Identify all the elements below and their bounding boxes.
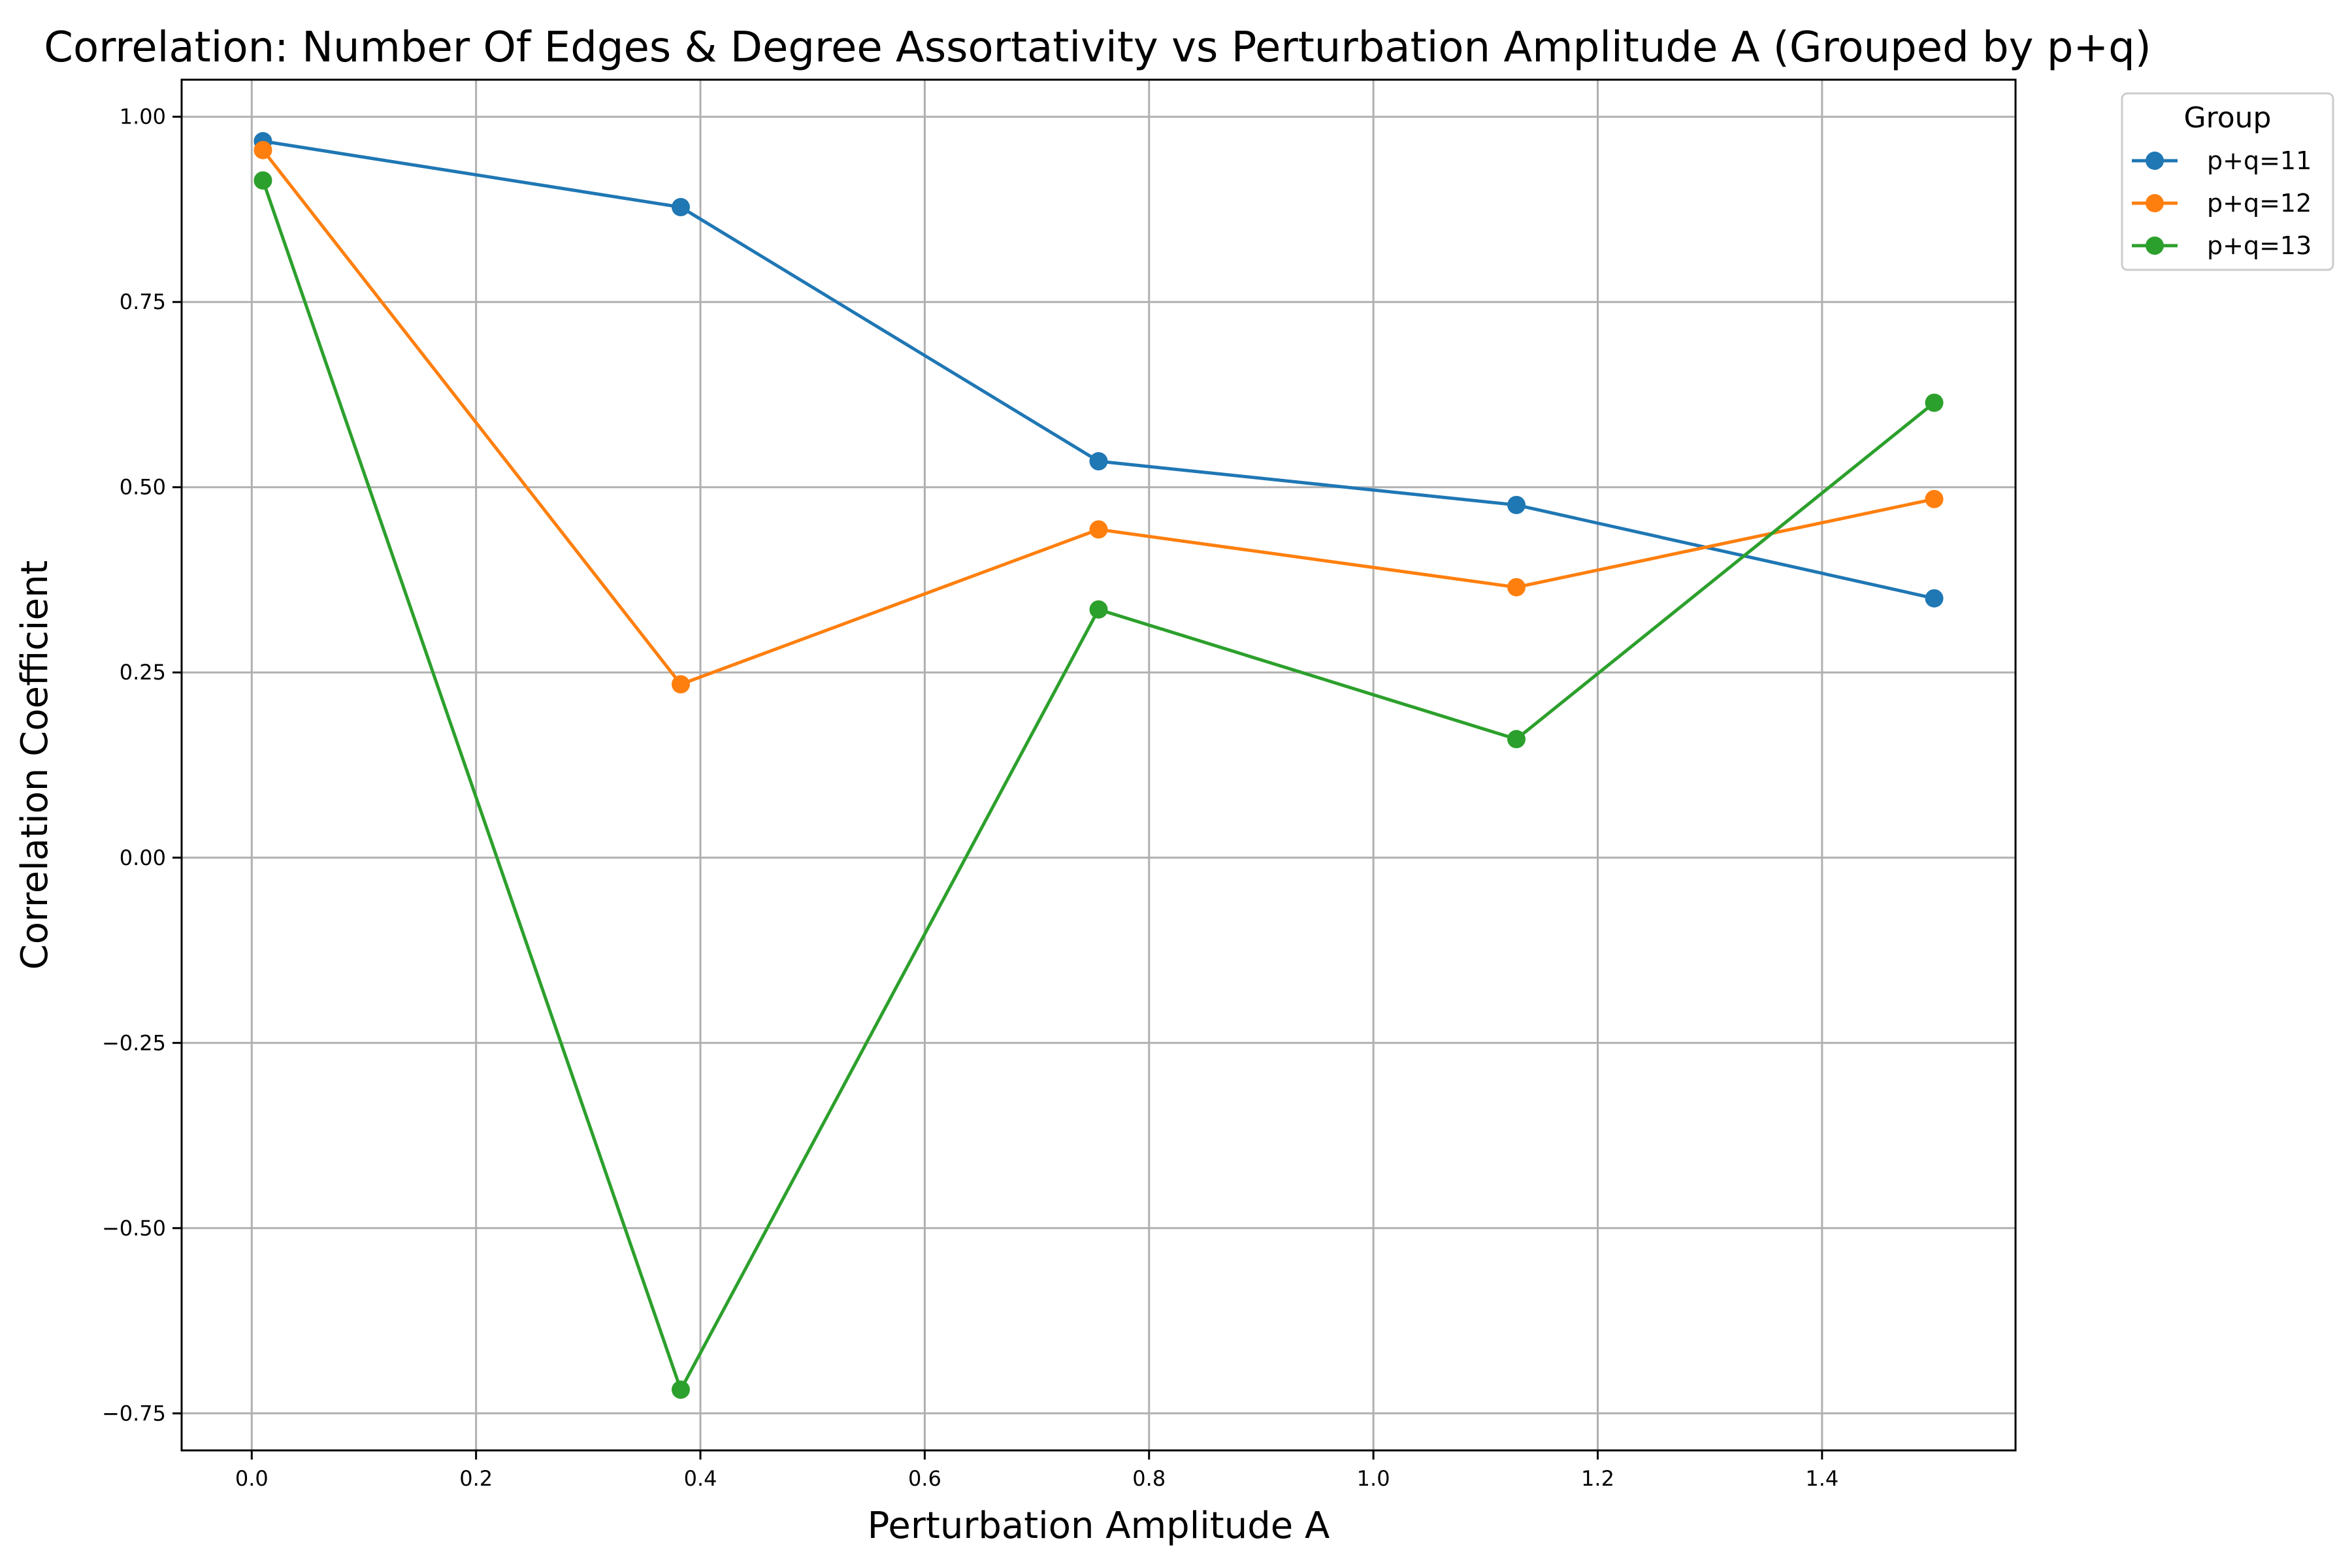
series-2: [253, 140, 1944, 694]
x-tick-label: 1.2: [1581, 1466, 1614, 1491]
y-tick-label: 0.50: [120, 475, 166, 500]
series-3: [253, 171, 1944, 1399]
legend-title: Group: [2184, 101, 2272, 135]
legend-swatch-marker: [2146, 152, 2164, 170]
legend-label: p+q=12: [2207, 189, 2311, 218]
y-tick-label: −0.75: [102, 1401, 166, 1426]
legend: Group p+q=11 p+q=12 p+q=13: [2121, 92, 2334, 271]
chart-title: Correlation: Number Of Edges & Degree As…: [44, 24, 2151, 72]
legend-swatch-marker: [2146, 237, 2164, 255]
legend-swatch-marker: [2146, 194, 2164, 212]
legend-item: p+q=11: [2132, 146, 2311, 175]
legend-items: p+q=11 p+q=12 p+q=13: [2132, 146, 2311, 260]
y-axis-label: Correlation Coefficient: [14, 561, 56, 970]
data-point: [671, 675, 690, 694]
data-point: [1089, 600, 1108, 619]
x-tick-label: 0.8: [1132, 1466, 1166, 1491]
x-tick-label: 0.2: [459, 1466, 493, 1491]
x-tick-label: 0.6: [908, 1466, 941, 1491]
legend-label: p+q=11: [2207, 146, 2311, 175]
data-point: [671, 198, 690, 217]
x-tick-label: 0.4: [684, 1466, 717, 1491]
x-tick-label: 0.0: [235, 1466, 269, 1491]
y-tick-label: 0.75: [120, 289, 166, 314]
data-point: [1089, 520, 1108, 539]
grid: [182, 80, 2016, 1450]
y-tick-label: −0.25: [102, 1030, 166, 1055]
y-axis-ticks: −0.75 −0.50 −0.25 0.00 0.25 0.50 0.75 1.00: [102, 105, 182, 1426]
y-tick-label: 0.00: [120, 845, 166, 870]
x-axis-label: Perturbation Amplitude A: [868, 1505, 1330, 1547]
data-point: [1507, 495, 1526, 514]
y-tick-label: 1.00: [120, 105, 166, 129]
legend-item: p+q=13: [2132, 231, 2311, 260]
x-axis-ticks: 0.0 0.2 0.4 0.6 0.8 1.0 1.2 1.4: [235, 1450, 1838, 1491]
legend-label: p+q=13: [2207, 231, 2311, 260]
series-layer: [253, 132, 1944, 1399]
data-point: [253, 171, 272, 190]
data-point: [1507, 730, 1526, 749]
legend-item: p+q=12: [2132, 189, 2311, 218]
data-point: [253, 140, 272, 159]
data-point: [1925, 393, 1944, 412]
legend-box: [2121, 92, 2334, 271]
y-tick-label: −0.50: [102, 1216, 166, 1241]
data-point: [1507, 578, 1526, 596]
data-point: [1925, 589, 1944, 608]
data-point: [1925, 489, 1944, 508]
data-point: [671, 1380, 690, 1399]
y-tick-label: 0.25: [120, 660, 166, 685]
x-tick-label: 1.0: [1357, 1466, 1390, 1491]
x-tick-label: 1.4: [1805, 1466, 1838, 1491]
plot-frame: [180, 78, 2017, 1452]
data-point: [1089, 452, 1108, 471]
